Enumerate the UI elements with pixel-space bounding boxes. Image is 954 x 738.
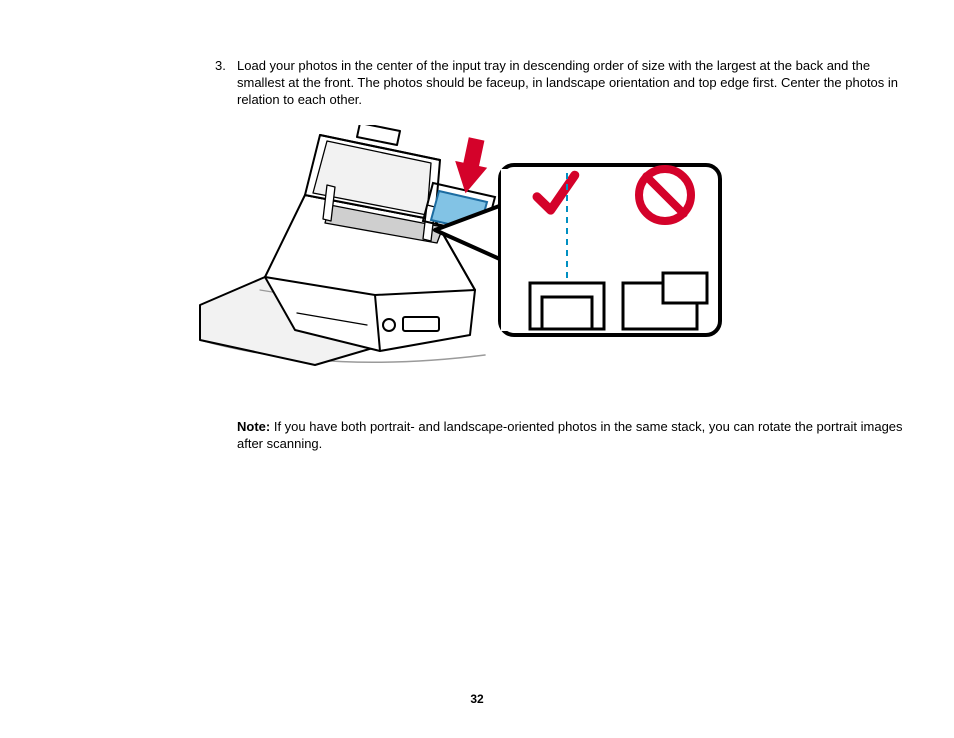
instruction-figure	[175, 125, 755, 395]
step-text: Load your photos in the center of the in…	[237, 57, 905, 108]
page-number: 32	[0, 692, 954, 706]
instruction-step: 3. Load your photos in the center of the…	[215, 57, 905, 108]
note-text: If you have both portrait- and landscape…	[237, 419, 903, 451]
note-label: Note:	[237, 419, 270, 434]
note-block: Note: If you have both portrait- and lan…	[237, 418, 905, 452]
step-number: 3.	[215, 57, 237, 74]
